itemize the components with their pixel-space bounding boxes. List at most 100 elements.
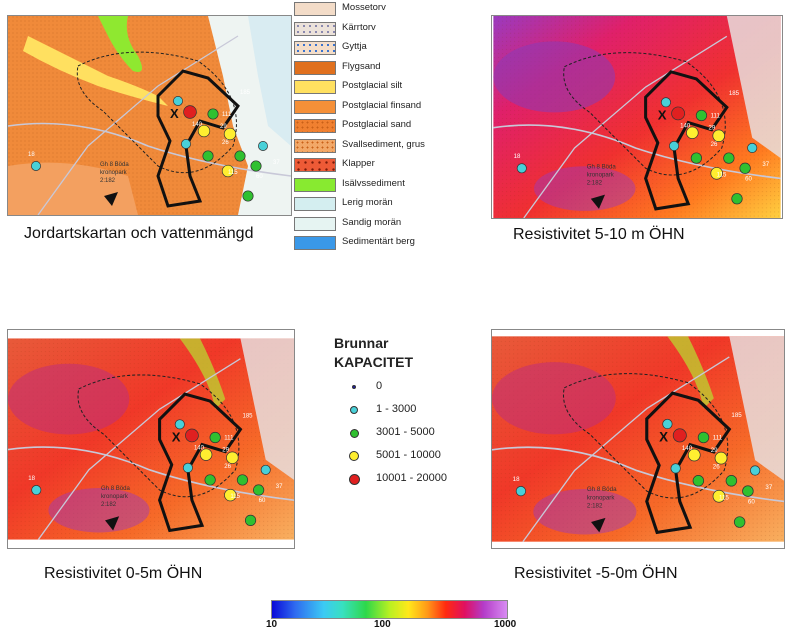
well-marker — [260, 464, 271, 475]
well-number-label: 111 — [222, 112, 232, 118]
site-label: Gh 8 Böda — [100, 162, 129, 168]
well-number-label: 115 — [719, 494, 729, 501]
soil-legend-item: Mossetorv — [294, 0, 414, 20]
well-number-label: 185 — [240, 90, 251, 96]
site-label: Gh 8 Böda — [587, 486, 617, 493]
well-number-label: 111 — [224, 436, 234, 442]
well-marker — [185, 428, 199, 443]
soil-swatch — [294, 80, 336, 94]
wells-legend-item: 1 - 3000 — [334, 399, 484, 422]
well-marker — [224, 488, 237, 502]
well-marker — [687, 448, 701, 462]
well-number-label: 115 — [717, 171, 727, 178]
well-marker — [662, 418, 673, 430]
well-marker — [731, 193, 743, 205]
soil-label: Sedimentärt berg — [342, 236, 415, 247]
site-marker-x: X — [172, 430, 181, 445]
well-marker — [174, 419, 185, 430]
well-number-label: 26 — [713, 463, 720, 470]
well-number-label: 37 — [762, 161, 769, 168]
well-marker — [207, 108, 219, 120]
caption-soil-map: Jordartskartan och vattenmängd — [24, 225, 254, 242]
soil-swatch — [294, 21, 336, 36]
well-marker — [695, 109, 708, 122]
well-number-label: 111 — [711, 113, 721, 120]
well-capacity-label: 0 — [376, 380, 383, 392]
well-marker — [31, 161, 41, 171]
site-label: 2:182 — [100, 178, 116, 184]
well-marker — [750, 465, 761, 476]
well-marker — [236, 474, 249, 486]
well-number-label: 37 — [276, 484, 283, 490]
caption-resistivity-0-5m: Resistivitet 0-5m ÖHN — [44, 565, 203, 582]
well-number-label: 29 — [222, 448, 229, 454]
wells-legend-subtitle: KAPACITET — [334, 354, 414, 370]
well-marker — [712, 129, 725, 143]
soil-label: Kärrtorv — [342, 21, 376, 33]
well-marker — [183, 105, 197, 119]
well-number-label: 140 — [194, 446, 205, 452]
soil-label: Sandig morän — [342, 216, 402, 228]
wells-legend-item: 5001 - 10000 — [334, 445, 484, 468]
soil-label: Klapper — [342, 158, 375, 169]
well-number-label: 26 — [224, 464, 231, 470]
well-capacity-dot — [349, 451, 359, 461]
well-marker — [733, 516, 746, 528]
well-marker — [692, 475, 705, 487]
soil-label: Lerig morän — [342, 197, 393, 208]
soil-swatch — [294, 216, 336, 231]
soil-swatch — [294, 158, 336, 172]
well-number-label: 29 — [711, 447, 718, 454]
site-label: kronopark — [587, 494, 615, 501]
well-marker — [221, 164, 235, 178]
well-capacity-dot — [350, 406, 358, 414]
well-marker — [660, 97, 671, 108]
well-marker — [199, 448, 213, 461]
soil-legend-item: Flygsand — [294, 59, 414, 79]
well-capacity-label: 3001 - 5000 — [376, 426, 435, 438]
well-marker — [173, 96, 183, 106]
well-marker — [686, 126, 699, 139]
well-number-label: 60 — [745, 175, 752, 182]
colorbar-min-label: 10 — [266, 619, 278, 630]
well-marker — [671, 106, 685, 121]
well-marker — [182, 462, 193, 473]
soil-legend-item: Svallsediment, grus — [294, 137, 425, 157]
soil-label: Gyttja — [342, 41, 367, 52]
wells-legend-item: 10001 - 20000 — [334, 468, 484, 491]
well-marker — [181, 139, 191, 149]
soil-swatch — [294, 177, 336, 192]
well-number-label: 60 — [259, 498, 266, 504]
well-number-label: 26 — [711, 141, 718, 148]
soil-legend-item: Sedimentärt berg — [294, 234, 415, 254]
well-marker — [739, 162, 751, 174]
soil-label: Postglacial finsand — [342, 99, 422, 111]
well-marker — [253, 484, 265, 496]
well-number-label: 18 — [28, 152, 35, 158]
well-marker — [242, 190, 254, 202]
well-marker — [669, 140, 680, 151]
site-marker-x: X — [170, 106, 179, 121]
soil-label: Isälvssediment — [342, 177, 405, 189]
soil-legend-item: Postglacial silt — [294, 78, 414, 98]
well-capacity-label: 1 - 3000 — [376, 403, 417, 415]
wells-legend-item: 3001 - 5000 — [334, 422, 484, 445]
soil-swatch — [294, 236, 336, 250]
colorbar-mid-label: 100 — [374, 619, 391, 630]
soil-swatch — [294, 119, 336, 133]
well-marker — [250, 160, 262, 172]
site-label: kronopark — [100, 170, 128, 176]
well-number-label: 185 — [731, 412, 742, 419]
well-marker — [234, 150, 246, 162]
well-marker — [516, 163, 527, 174]
well-number-label: 29 — [709, 125, 716, 132]
soil-swatch — [294, 197, 336, 211]
soil-label: Flygsand — [342, 60, 381, 72]
well-number-label: 18 — [514, 153, 521, 160]
well-number-label: 140 — [680, 123, 691, 130]
well-number-label: 37 — [273, 160, 280, 166]
soil-swatch — [294, 60, 336, 75]
well-number-label: 18 — [513, 476, 520, 483]
well-number-label: 29 — [220, 124, 227, 130]
caption-resistivity-5-10m: Resistivitet 5-10 m ÖHN — [513, 226, 685, 243]
